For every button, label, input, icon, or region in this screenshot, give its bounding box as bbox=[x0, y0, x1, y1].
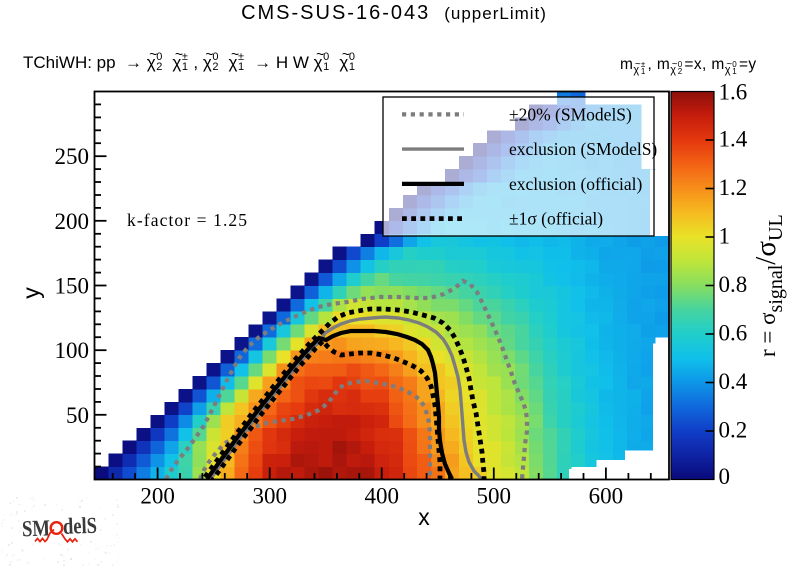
svg-text:y: y bbox=[18, 287, 44, 299]
svg-text:0: 0 bbox=[719, 464, 731, 489]
svg-text:r = σsignal/σUL: r = σsignal/σUL bbox=[750, 214, 787, 357]
svg-text:0.4: 0.4 bbox=[719, 369, 748, 394]
svg-text:250: 250 bbox=[55, 144, 90, 169]
svg-text:1.6: 1.6 bbox=[719, 80, 748, 105]
svg-text:200: 200 bbox=[140, 484, 175, 509]
svg-text:150: 150 bbox=[55, 274, 90, 299]
svg-text:CMS-SUS-16-043(upperLimit): CMS-SUS-16-043 (upperLimit) bbox=[241, 2, 547, 24]
svg-text:1: 1 bbox=[719, 224, 731, 249]
svg-text:exclusion (official): exclusion (official) bbox=[509, 174, 642, 194]
svg-text:delS: delS bbox=[63, 513, 98, 539]
svg-text:±20% (SModelS): ±20% (SModelS) bbox=[509, 104, 632, 124]
svg-text:400: 400 bbox=[364, 484, 399, 509]
svg-text:±1σ (official): ±1σ (official) bbox=[509, 209, 603, 229]
svg-text:k-factor = 1.25: k-factor = 1.25 bbox=[127, 210, 248, 230]
svg-text:SM: SM bbox=[22, 515, 51, 541]
svg-text:0.6: 0.6 bbox=[719, 321, 748, 346]
svg-text:x: x bbox=[418, 504, 430, 530]
svg-text:300: 300 bbox=[252, 484, 287, 509]
svg-text:1.2: 1.2 bbox=[719, 175, 748, 200]
svg-text:500: 500 bbox=[477, 484, 512, 509]
svg-text:600: 600 bbox=[589, 484, 624, 509]
svg-text:0.2: 0.2 bbox=[719, 418, 748, 443]
svg-text:0.8: 0.8 bbox=[719, 272, 748, 297]
svg-text:exclusion (SModelS): exclusion (SModelS) bbox=[509, 139, 657, 159]
svg-text:50: 50 bbox=[66, 403, 89, 428]
svg-text:200: 200 bbox=[55, 209, 90, 234]
svg-text:100: 100 bbox=[55, 338, 90, 363]
svg-text:1.4: 1.4 bbox=[719, 127, 748, 152]
